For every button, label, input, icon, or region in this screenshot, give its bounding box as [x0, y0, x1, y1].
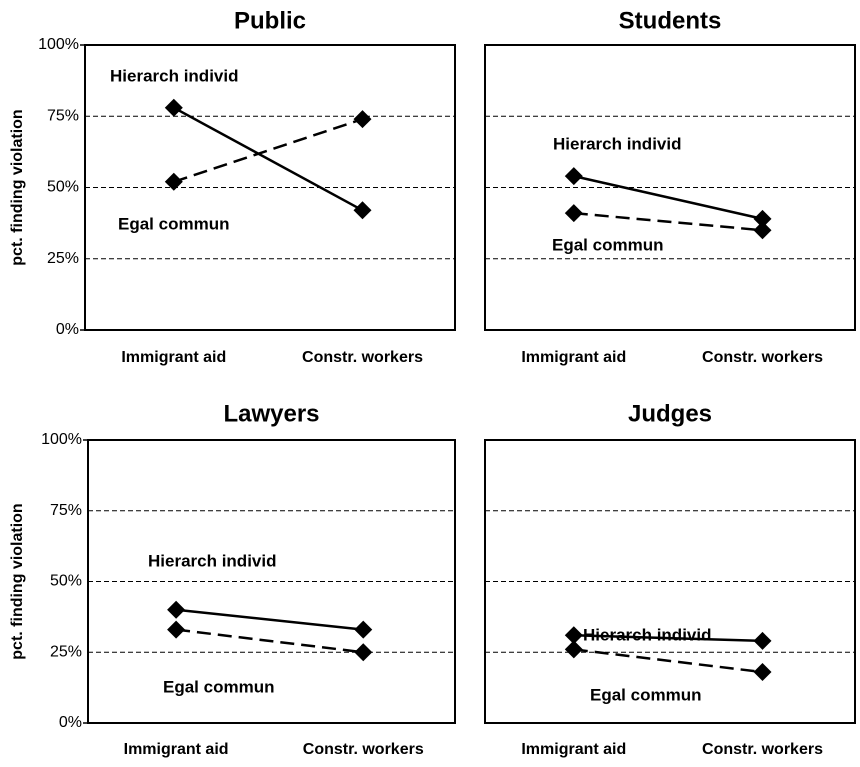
data-point	[753, 631, 772, 650]
panel-title: Public	[234, 7, 306, 34]
data-point	[753, 221, 772, 240]
y-tick-label: 50%	[50, 573, 82, 590]
x-tick-label: Constr. workers	[303, 741, 424, 758]
data-point	[164, 98, 183, 117]
y-axis-label: pct. finding violation	[9, 109, 26, 265]
y-tick-label: 100%	[38, 36, 79, 53]
series-label: Hierarch individ	[110, 66, 238, 85]
series-label: Egal commun	[163, 677, 274, 696]
data-point	[564, 167, 583, 186]
series-label: Egal commun	[118, 214, 229, 233]
panel-title: Judges	[628, 400, 712, 427]
y-tick-label: 0%	[59, 714, 82, 731]
y-axis-label: pct. finding violation	[9, 503, 26, 659]
series-label: Hierarch individ	[553, 134, 681, 153]
series-label: Hierarch individ	[148, 551, 276, 570]
x-tick-label: Constr. workers	[702, 741, 823, 758]
series-line	[573, 648, 763, 674]
series-line	[173, 117, 363, 183]
panel-title: Students	[619, 7, 722, 34]
y-tick-label: 50%	[47, 179, 79, 196]
series-label: Egal commun	[552, 235, 663, 254]
series-line	[573, 174, 763, 221]
panel-title: Lawyers	[223, 400, 319, 427]
y-tick-label: 75%	[47, 107, 79, 124]
y-tick-label: 25%	[47, 250, 79, 267]
y-tick-label: 25%	[50, 643, 82, 660]
y-tick-label: 100%	[41, 431, 82, 448]
x-tick-label: Constr. workers	[302, 349, 423, 366]
series-label: Egal commun	[590, 685, 701, 704]
series-line	[175, 608, 364, 631]
x-tick-label: Immigrant aid	[124, 741, 229, 758]
y-tick-label: 0%	[56, 321, 79, 338]
series-line	[573, 211, 763, 232]
x-tick-label: Immigrant aid	[521, 349, 626, 366]
data-point	[354, 620, 373, 639]
data-point	[753, 209, 772, 228]
data-point	[564, 204, 583, 223]
series-line	[175, 628, 364, 654]
series-label: Hierarch individ	[583, 625, 711, 644]
data-point	[564, 640, 583, 659]
data-point	[164, 172, 183, 191]
x-tick-label: Immigrant aid	[521, 741, 626, 758]
data-point	[167, 620, 186, 639]
x-tick-label: Immigrant aid	[121, 349, 226, 366]
series-line	[173, 106, 364, 212]
series-line	[573, 634, 763, 643]
x-tick-label: Constr. workers	[702, 349, 823, 366]
data-point	[354, 643, 373, 662]
y-tick-label: 75%	[50, 502, 82, 519]
data-point	[353, 201, 372, 220]
data-point	[753, 663, 772, 682]
data-point	[353, 110, 372, 129]
data-point	[564, 626, 583, 645]
data-point	[167, 600, 186, 619]
